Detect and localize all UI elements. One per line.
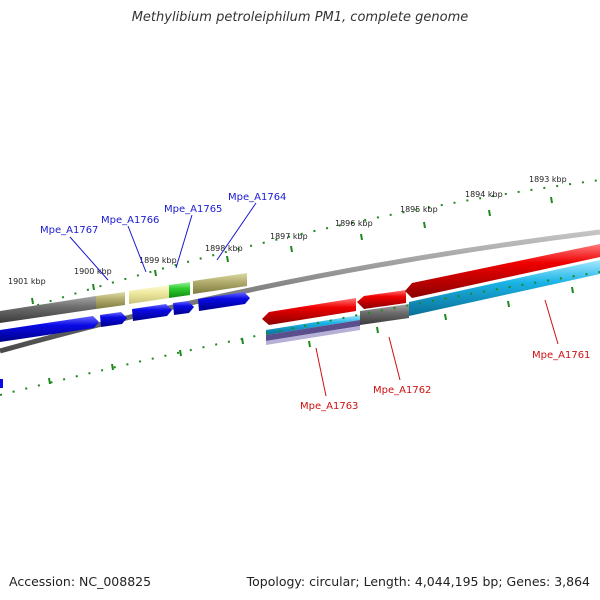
cyan-feature — [266, 315, 360, 335]
olive-feature — [96, 292, 125, 309]
major-tick — [488, 209, 491, 217]
leader-line — [127, 225, 147, 273]
outer-scale-ring — [0, 179, 600, 318]
purple-feature — [266, 320, 360, 341]
inner-major-ticks — [48, 286, 574, 385]
cds-arrow — [405, 244, 600, 298]
outer-major-ticks — [31, 196, 553, 305]
gene-label-bottom: Mpe_A1761 — [532, 350, 590, 361]
map-title: Methylibium petroleiphilum PM1, complete… — [131, 10, 469, 25]
kbp-label: 1896 kbp — [335, 219, 373, 228]
edge-feature-mark — [0, 379, 3, 388]
major-tick — [444, 313, 447, 321]
leader-line — [69, 236, 109, 281]
cds-arrow — [100, 312, 127, 327]
kbp-label: 1895 kbp — [400, 205, 438, 214]
pale-feature — [129, 285, 169, 304]
leader-line — [216, 202, 257, 261]
gene-label-top: Mpe_A1766 — [101, 215, 159, 226]
leader-line — [315, 347, 327, 397]
major-tick — [154, 269, 157, 277]
cds-arrow — [0, 316, 99, 342]
leader-line — [544, 299, 559, 345]
major-tick — [111, 363, 114, 371]
major-tick — [241, 337, 244, 345]
kbp-label: 1901 kbp — [8, 277, 46, 286]
olive-feature — [193, 273, 247, 294]
leader-line — [388, 336, 401, 381]
top-label-leaders — [69, 202, 257, 281]
major-tick — [226, 255, 229, 263]
major-tick — [92, 283, 95, 291]
genome-summary-text: Topology: circular; Length: 4,044,195 bp… — [246, 574, 590, 589]
kbp-label: 1899 kbp — [139, 256, 177, 265]
gene-label-bottom: Mpe_A1762 — [373, 385, 431, 396]
major-tick — [179, 349, 182, 357]
accession-text: Accession: NC_008825 — [9, 574, 152, 589]
cds-arrow — [357, 290, 406, 309]
major-tick — [550, 196, 553, 204]
kbp-label: 1900 kbp — [74, 267, 112, 276]
major-tick — [507, 300, 510, 308]
major-tick — [308, 340, 311, 348]
lavender-feature — [266, 326, 360, 345]
top-feature-track — [0, 273, 247, 323]
cds-arrow — [132, 304, 172, 321]
kbp-label: 1897 kbp — [270, 232, 308, 241]
gray-feature — [0, 296, 96, 323]
gene-label-top: Mpe_A1764 — [228, 192, 286, 203]
major-tick — [571, 286, 574, 294]
major-tick — [48, 377, 51, 385]
gene-label-top: Mpe_A1767 — [40, 225, 98, 236]
cds-arrow — [262, 298, 356, 325]
major-tick — [376, 326, 379, 334]
cyan-feature — [409, 260, 600, 316]
green-feature — [169, 282, 190, 298]
major-tick — [290, 245, 293, 253]
kbp-label: 1893 kbp — [529, 175, 567, 184]
major-tick — [423, 221, 426, 229]
cds-arrow — [173, 301, 194, 315]
bottom-label-leaders — [315, 299, 559, 397]
leader-line — [175, 214, 193, 269]
gene-label-top: Mpe_A1765 — [164, 204, 222, 215]
gene-label-bottom: Mpe_A1763 — [300, 401, 358, 412]
cds-arrow — [198, 292, 250, 311]
bottom-cds-track — [262, 244, 600, 325]
major-tick — [31, 297, 34, 305]
kbp-label: 1894 kbp — [465, 190, 503, 199]
top-cds-track — [0, 292, 250, 342]
gray-feature — [360, 304, 409, 325]
bottom-feature-track — [266, 260, 600, 345]
kbp-label: 1898 kbp — [205, 244, 243, 253]
major-tick — [360, 233, 363, 241]
